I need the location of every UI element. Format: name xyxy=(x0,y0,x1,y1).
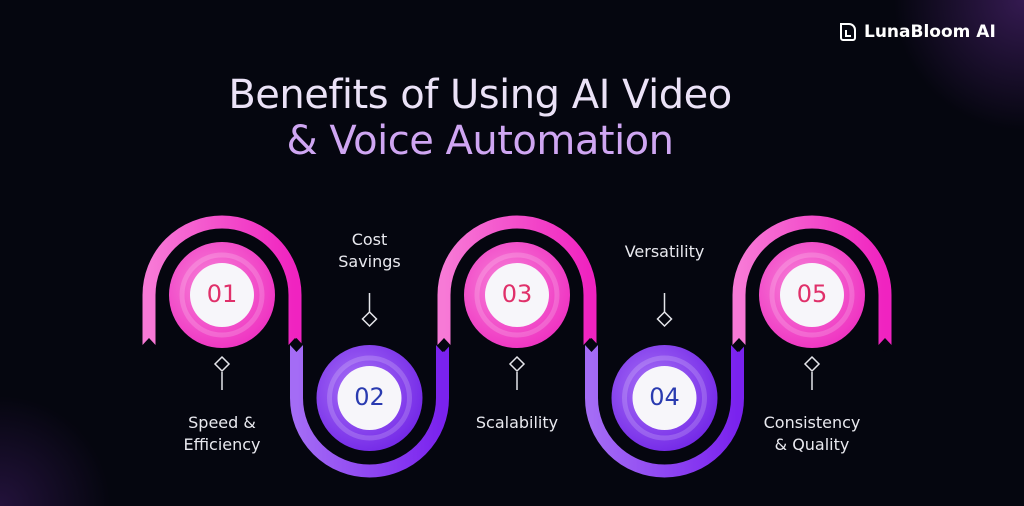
step-circle-inner xyxy=(780,263,844,327)
connector-diamond xyxy=(508,355,526,373)
step-label-line1: Scalability xyxy=(475,413,559,432)
page-title-line1: Benefits of Using AI Video xyxy=(228,72,732,118)
brand-logo: LunaBloom AI xyxy=(838,22,996,42)
connector-diamond xyxy=(361,310,378,328)
connector-diamond xyxy=(656,310,673,328)
step-circle-inner xyxy=(190,263,254,327)
step-label: Scalability xyxy=(437,412,597,434)
step-number: 05 xyxy=(796,280,828,308)
brand-name: LunaBloom AI xyxy=(864,22,996,42)
page-title-line2: & Voice Automation xyxy=(286,118,674,164)
step-label-line2: Savings xyxy=(338,252,401,271)
ribbon-joint-diamond xyxy=(585,338,598,352)
ribbon-segment xyxy=(142,215,302,345)
step-label-line1: Versatility xyxy=(624,242,705,261)
step-circle-ring xyxy=(327,355,412,441)
step-label-line2: & Quality xyxy=(774,435,850,454)
step-circle-ring xyxy=(179,252,265,338)
lunabloom-logo-icon xyxy=(840,23,856,41)
step-number: 04 xyxy=(649,383,680,411)
step-label: Consistency & Quality xyxy=(732,412,892,456)
step-circle-ring xyxy=(622,355,707,441)
step-circle-inner xyxy=(632,366,697,430)
ribbon-joint-diamond xyxy=(732,338,746,352)
step-circle-inner xyxy=(337,366,402,430)
ribbon-joint-diamond xyxy=(290,338,303,352)
ribbon-segment xyxy=(290,345,449,478)
ribbon-segment xyxy=(437,215,597,345)
connector-diamond xyxy=(803,355,821,373)
step-label: Speed & Efficiency xyxy=(142,412,302,456)
ribbon-joint-diamond xyxy=(878,338,892,352)
connector-diamond xyxy=(213,355,231,373)
step-circle-ring xyxy=(769,252,855,338)
step-label-line1: Consistency xyxy=(763,413,861,432)
step-label-line2: Efficiency xyxy=(183,435,261,454)
step-label: Versatility xyxy=(585,241,745,263)
ribbon-joint-diamond xyxy=(437,338,451,352)
step-number: 02 xyxy=(354,383,385,411)
step-label-line1: Cost xyxy=(351,230,388,249)
step-number: 03 xyxy=(501,280,533,308)
ribbon-segment xyxy=(732,215,892,345)
ribbon-joint-diamond xyxy=(142,338,156,352)
ribbon-segment xyxy=(585,345,744,478)
step-circle-inner xyxy=(485,263,549,327)
step-label-line1: Speed & xyxy=(188,413,256,432)
step-number: 01 xyxy=(206,280,238,308)
step-label: Cost Savings xyxy=(290,229,450,273)
step-circle-ring xyxy=(474,252,560,338)
